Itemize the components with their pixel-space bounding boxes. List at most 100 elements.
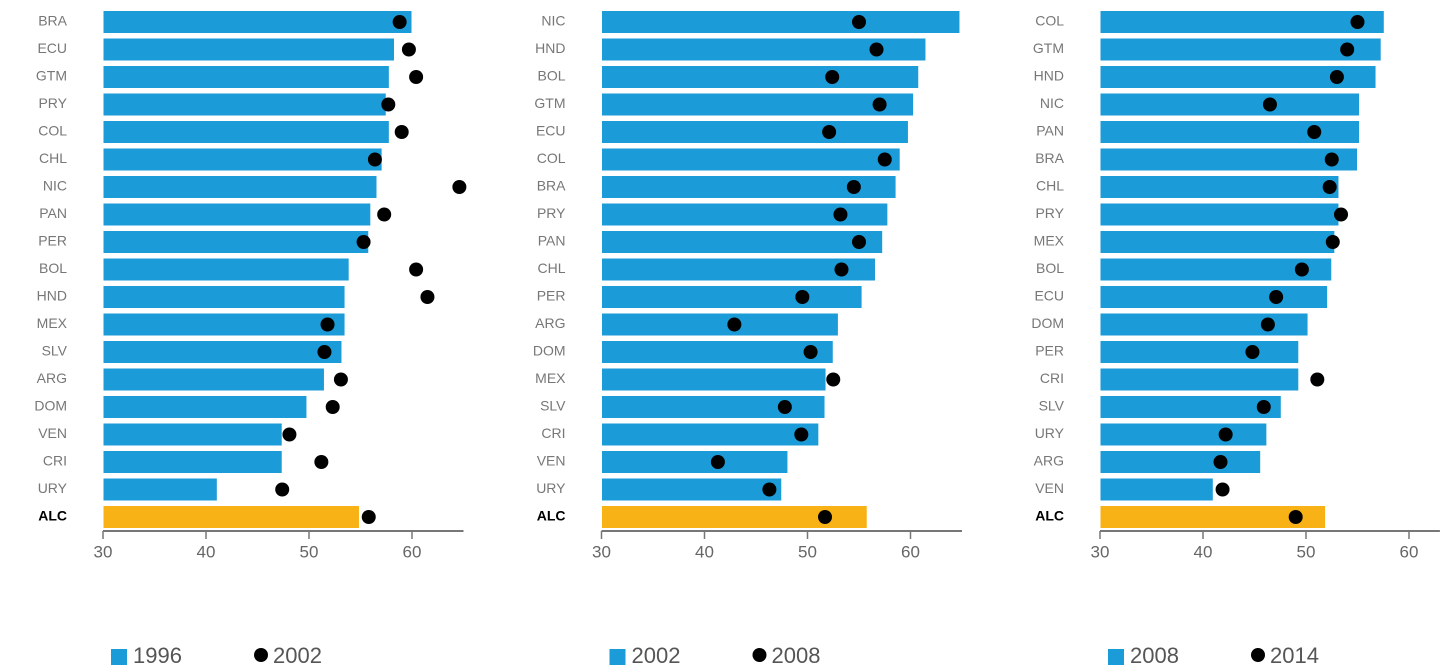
category-label: CHL [39, 150, 67, 166]
dot [834, 262, 849, 277]
legend-swatch [111, 649, 127, 665]
category-label: DOM [34, 398, 67, 414]
dot [1288, 510, 1303, 524]
dot [282, 427, 297, 442]
legend-label: 1996 [133, 643, 182, 668]
category-label: NIC [1040, 95, 1064, 111]
category-label: PAN [39, 205, 67, 221]
bar [601, 120, 909, 144]
category-label: COL [1035, 13, 1064, 29]
category-label: BRA [1035, 150, 1064, 166]
bar [102, 92, 387, 117]
dot [818, 510, 833, 524]
bar [1099, 340, 1300, 364]
category-label: ECU [1034, 288, 1064, 304]
dot [275, 482, 290, 497]
legend-label: 2002 [273, 643, 322, 668]
category-label: CRI [541, 425, 565, 441]
dot [320, 317, 335, 332]
dot [1269, 290, 1284, 304]
category-label: ALC [537, 508, 566, 524]
category-label: MEX [1034, 233, 1065, 249]
legend-label: 2008 [772, 643, 821, 668]
dot [381, 97, 396, 112]
category-label: VEN [1035, 480, 1064, 496]
x-tick-label: 60 [403, 542, 422, 561]
category-label: PER [537, 288, 566, 304]
category-label: CHL [537, 260, 565, 276]
bar [1099, 120, 1361, 144]
category-label: ALC [38, 508, 67, 524]
dot [1334, 207, 1349, 222]
category-label: CRI [1040, 370, 1064, 386]
dot [1322, 180, 1337, 194]
category-label: ECU [536, 123, 566, 139]
bar [1099, 477, 1214, 502]
legend-label: 2008 [1130, 643, 1179, 668]
legend-dot [752, 648, 767, 662]
dot [710, 455, 725, 469]
category-label: CHL [1036, 178, 1064, 194]
category-label: BOL [1036, 260, 1064, 276]
x-tick-label: 50 [798, 542, 817, 561]
dot [826, 372, 841, 387]
legend-swatch [609, 649, 626, 665]
x-tick-label: 50 [300, 542, 319, 561]
category-label: VEN [38, 425, 67, 441]
bar [102, 257, 350, 282]
category-label: PER [1035, 343, 1064, 359]
legend-dot [1251, 648, 1265, 662]
bar [601, 505, 868, 529]
dot [1310, 372, 1325, 387]
bar [102, 505, 360, 529]
dot [795, 290, 810, 304]
bar [1099, 147, 1358, 172]
category-label: MEX [535, 370, 566, 386]
category-label: URY [38, 480, 68, 496]
dot [833, 207, 848, 222]
category-label: DOM [533, 343, 566, 359]
bar [102, 422, 283, 447]
x-tick-label: 40 [1194, 542, 1213, 561]
dot [314, 455, 329, 469]
category-label: PRY [537, 205, 566, 221]
category-label: COL [537, 150, 566, 166]
bar [601, 477, 783, 502]
bar [102, 175, 378, 199]
category-label: ECU [37, 40, 67, 56]
bar [1099, 422, 1268, 447]
dot [1329, 70, 1344, 84]
category-label: ALC [1035, 508, 1064, 524]
x-tick-label: 30 [1091, 542, 1110, 561]
bar [102, 10, 413, 34]
bar [1099, 505, 1327, 529]
category-label: HND [37, 288, 67, 304]
dot [852, 235, 866, 249]
dot [1307, 125, 1322, 139]
dot [822, 125, 837, 139]
bar [601, 65, 920, 89]
category-label: COL [38, 123, 67, 139]
category-label: VEN [537, 453, 566, 469]
dot [409, 262, 424, 277]
dot [1215, 482, 1230, 497]
bar [1099, 312, 1309, 337]
category-label: ARG [1034, 453, 1064, 469]
bar [102, 395, 308, 419]
bar [601, 257, 876, 282]
dot [846, 180, 861, 194]
bar [1099, 202, 1340, 227]
bar [102, 37, 395, 62]
bar [601, 92, 915, 117]
dot [1213, 455, 1228, 469]
legend-swatch [1108, 649, 1124, 665]
bar [601, 422, 820, 447]
bar [102, 285, 346, 309]
category-label: DOM [1031, 315, 1064, 331]
dot [325, 400, 340, 414]
dot [825, 70, 840, 84]
bar [1099, 257, 1333, 282]
dot [420, 290, 435, 304]
bar [102, 340, 343, 364]
bar [1099, 37, 1382, 62]
